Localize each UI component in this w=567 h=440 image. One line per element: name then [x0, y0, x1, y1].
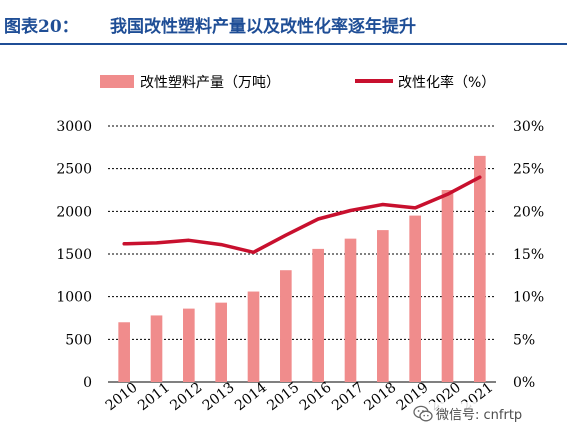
y-right-tick-label: 20% [513, 204, 544, 220]
bar-2014 [247, 291, 260, 382]
bar-2021 [474, 155, 486, 382]
bar-2018 [377, 230, 389, 382]
grid [108, 125, 496, 383]
legend-swatch-bar [100, 75, 134, 88]
bar-2013 [215, 302, 227, 382]
bar-2012 [183, 308, 195, 382]
y-left-tick-label: 2500 [56, 162, 92, 178]
watermark: 微信号: cnfrtp [410, 402, 560, 426]
y-left-tick-label: 500 [65, 332, 92, 348]
y-right-tick-label: 15% [513, 247, 544, 263]
x-tick-label-2010: 2010 [103, 380, 141, 415]
x-tick-label-2017: 2017 [329, 380, 367, 415]
bar-2015 [280, 270, 292, 382]
x-tick-label-2013: 2013 [200, 380, 238, 415]
y-right-tick-label: 0% [513, 375, 535, 391]
y-right-tick-label: 30% [513, 119, 544, 135]
legend: 改性塑料产量（万吨） 改性化率（%） [100, 74, 495, 91]
bar-2019 [409, 215, 421, 382]
x-tick-label-2018: 2018 [361, 380, 399, 415]
bar-2016 [312, 248, 324, 382]
y-left-tick-label: 1500 [56, 247, 92, 263]
y-axis-right: 0% 5% 10% 15% 20% 25% 30% [513, 119, 544, 391]
legend-label-line: 改性化率（%） [398, 74, 495, 91]
figure-title: 我国改性塑料产量以及改性化率逐年提升 [110, 17, 416, 37]
line-series [122, 175, 482, 255]
watermark-text: 微信号: cnfrtp [436, 408, 523, 423]
legend-label-bar: 改性塑料产量（万吨） [140, 75, 280, 91]
bar-2020 [441, 190, 454, 382]
bars [118, 155, 486, 382]
y-left-tick-label: 2000 [56, 204, 92, 220]
bar-2017 [344, 238, 357, 382]
x-tick-label-2012: 2012 [167, 380, 205, 415]
y-left-tick-label: 0 [83, 375, 92, 391]
y-axis-left: 0 500 1000 1500 2000 2500 3000 [56, 119, 92, 391]
y-right-tick-label: 10% [513, 290, 544, 306]
wechat-icon [413, 405, 433, 422]
y-left-tick-label: 1000 [56, 290, 92, 306]
x-tick-label-2016: 2016 [297, 380, 335, 415]
y-left-tick-label: 3000 [56, 119, 92, 135]
x-tick-label-2014: 2014 [232, 380, 270, 415]
title-underline [0, 43, 567, 45]
y-right-tick-label: 5% [513, 332, 535, 348]
bar-2011 [150, 315, 163, 382]
x-tick-label-2011: 2011 [135, 380, 173, 415]
y-right-tick-label: 25% [513, 162, 544, 178]
figure-label: 图表20： [4, 17, 79, 37]
figure-header: 图表20： 我国改性塑料产量以及改性化率逐年提升 [0, 0, 567, 45]
bar-2010 [118, 322, 130, 382]
line-series-path [122, 175, 482, 255]
x-tick-label-2015: 2015 [264, 380, 302, 415]
